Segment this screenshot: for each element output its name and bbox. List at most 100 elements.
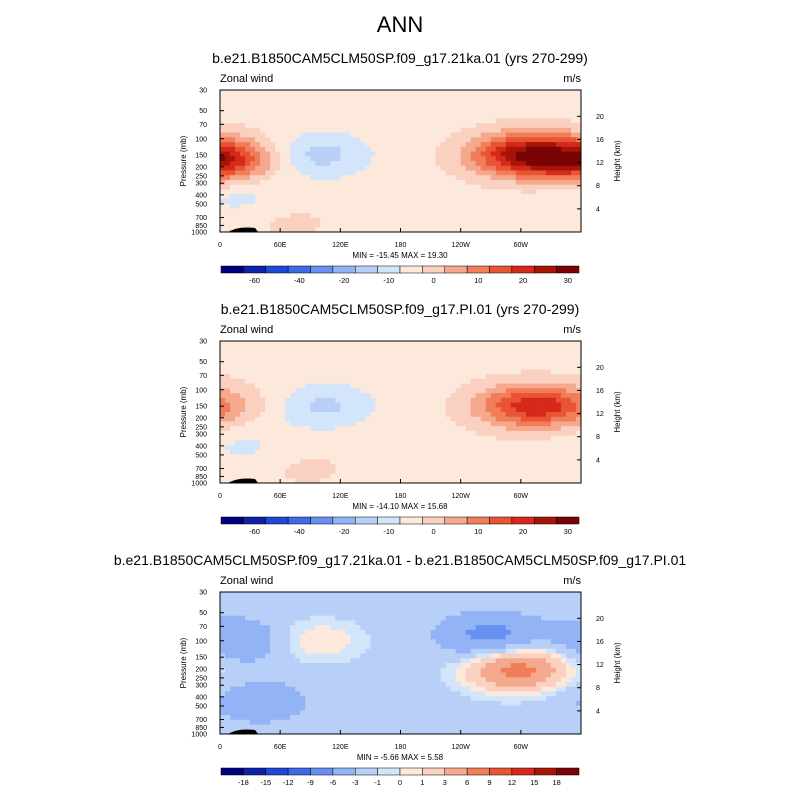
heatmap-cell xyxy=(270,222,276,228)
heatmap-cell xyxy=(225,393,231,399)
heatmap-cell xyxy=(515,364,522,370)
heatmap-cell xyxy=(325,464,331,470)
heatmap-cell xyxy=(495,99,502,105)
heatmap-cell xyxy=(355,355,361,361)
heatmap-cell xyxy=(460,364,467,370)
heatmap-cell xyxy=(250,108,256,115)
heatmap-cell xyxy=(450,615,457,621)
heatmap-cell xyxy=(325,445,331,451)
heatmap-cell xyxy=(375,222,381,228)
heatmap-cell xyxy=(485,449,492,455)
heatmap-cell xyxy=(385,146,391,152)
heatmap-cell xyxy=(490,151,497,157)
heatmap-cell xyxy=(555,388,562,394)
heatmap-cell xyxy=(400,610,406,617)
heatmap-cell xyxy=(485,412,492,418)
heatmap-cell xyxy=(545,123,552,129)
heatmap-cell xyxy=(550,118,557,124)
heatmap-cell xyxy=(240,151,246,157)
heatmap-cell xyxy=(445,388,452,394)
heatmap-cell xyxy=(290,341,296,347)
heatmap-cell xyxy=(315,108,321,115)
heatmap-cell xyxy=(495,341,502,347)
heatmap-cell xyxy=(535,459,542,465)
heatmap-cell xyxy=(465,345,472,351)
heatmap-cell xyxy=(445,407,452,413)
heatmap-cell xyxy=(280,151,286,157)
heatmap-cell xyxy=(520,459,527,465)
heatmap-cell xyxy=(230,213,236,219)
heatmap-cell xyxy=(320,393,326,399)
heatmap-cell xyxy=(225,430,231,437)
heatmap-cell xyxy=(400,369,406,375)
heatmap-cell xyxy=(290,426,296,432)
heatmap-cell xyxy=(265,350,271,356)
heatmap-cell xyxy=(235,592,241,598)
heatmap-cell xyxy=(480,345,487,351)
heatmap-cell xyxy=(435,435,442,441)
heatmap-cell xyxy=(495,161,502,167)
heatmap-cell xyxy=(395,90,401,96)
heatmap-cell xyxy=(325,194,331,200)
heatmap-cell xyxy=(575,161,582,167)
heatmap-cell xyxy=(485,198,492,204)
heatmap-cell xyxy=(355,108,361,115)
heatmap-cell xyxy=(295,189,301,195)
heatmap-cell xyxy=(510,208,517,214)
heatmap-cell xyxy=(555,393,562,399)
heatmap-cell xyxy=(460,161,467,167)
heatmap-cell xyxy=(435,445,442,451)
heatmap-cell xyxy=(550,449,557,455)
heatmap-cell xyxy=(380,449,386,455)
heatmap-cell xyxy=(225,156,231,162)
heatmap-cell xyxy=(370,440,376,446)
heatmap-cell xyxy=(490,459,497,465)
x-tick-label: 120E xyxy=(332,242,349,249)
heatmap-cell xyxy=(470,151,477,157)
heatmap-cell xyxy=(275,412,281,418)
heatmap-cell xyxy=(505,355,512,361)
heatmap-cell xyxy=(435,341,442,347)
heatmap-cell xyxy=(290,132,296,138)
heatmap-cell xyxy=(520,615,527,621)
heatmap-cell xyxy=(510,606,517,612)
heatmap-cell xyxy=(475,151,482,157)
heatmap-cell xyxy=(440,161,447,167)
heatmap-cell xyxy=(415,359,421,366)
heatmap-cell xyxy=(230,440,236,446)
heatmap-cell xyxy=(505,90,512,96)
heatmap-cell xyxy=(535,435,542,441)
heatmap-cell xyxy=(440,213,447,219)
heatmap-cell xyxy=(325,146,331,152)
heatmap-cell xyxy=(310,421,316,427)
heatmap-cell xyxy=(515,407,522,413)
heatmap-cell xyxy=(335,397,341,403)
heatmap-cell xyxy=(355,620,361,626)
heatmap-cell xyxy=(260,132,266,138)
heatmap-cell xyxy=(280,179,286,186)
heatmap-cell xyxy=(335,227,341,233)
heatmap-cell xyxy=(550,165,557,171)
heatmap-cell xyxy=(245,142,251,148)
heatmap-cell xyxy=(455,222,462,228)
heatmap-cell xyxy=(405,227,411,233)
heatmap-cell xyxy=(400,355,406,361)
heatmap-cell xyxy=(370,378,376,384)
heatmap-cell xyxy=(230,620,236,626)
heatmap-cell xyxy=(465,142,472,148)
heatmap-cell xyxy=(310,179,316,186)
heatmap-cell xyxy=(510,94,517,100)
pressure-tick-label: 50 xyxy=(199,108,207,115)
heatmap-cell xyxy=(535,416,542,422)
heatmap-cell xyxy=(555,104,562,110)
heatmap-cell xyxy=(365,94,371,100)
heatmap-cell xyxy=(385,137,391,143)
heatmap-cell xyxy=(220,478,226,484)
heatmap-cell xyxy=(560,464,567,470)
heatmap-cell xyxy=(470,179,477,186)
heatmap-cell xyxy=(485,601,492,607)
heatmap-cell xyxy=(245,132,251,138)
heatmap-cell xyxy=(410,203,416,209)
heatmap-cell xyxy=(425,359,431,366)
heatmap-cell xyxy=(380,610,386,617)
